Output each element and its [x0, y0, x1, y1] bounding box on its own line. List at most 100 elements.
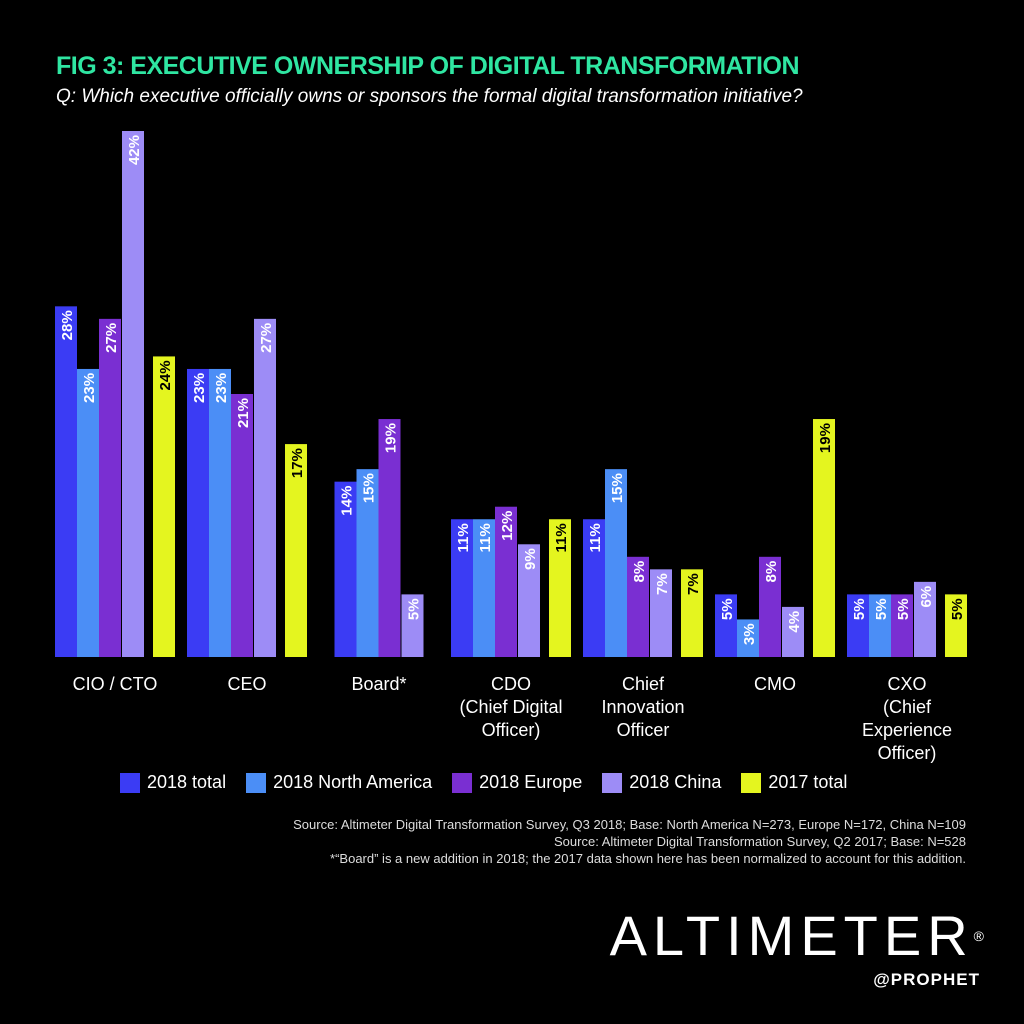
bar [715, 594, 737, 657]
data-label: 21% [235, 398, 252, 428]
data-label: 8% [631, 561, 648, 583]
legend-swatch [246, 772, 267, 793]
bar [122, 131, 144, 657]
data-label: 15% [609, 473, 626, 503]
bar [605, 469, 627, 657]
data-label: 42% [126, 135, 143, 165]
bar [891, 594, 913, 657]
source-note-2018: Source: Altimeter Digital Transformation… [293, 817, 966, 832]
legend-swatch [602, 772, 623, 793]
data-label: 5% [873, 598, 890, 620]
bar [77, 368, 99, 657]
chart-subtitle: Q: Which executive officially owns or sp… [56, 86, 803, 107]
legend-label: 2017 total [768, 772, 848, 792]
data-label: 3% [741, 623, 758, 645]
source-notes: Source: Altimeter Digital Transformation… [293, 816, 966, 867]
category-label: (Chief Digital [459, 697, 562, 717]
data-label: 14% [339, 486, 356, 516]
category-label: CDO [491, 674, 531, 694]
board-footnote: *“Board” is a new addition in 2018; the … [330, 851, 966, 866]
data-label: 23% [191, 373, 208, 403]
bar [153, 356, 175, 657]
data-label: 7% [654, 573, 671, 595]
legend-label: 2018 Europe [479, 772, 583, 792]
legend-item: 2018 total [120, 772, 226, 793]
altimeter-logo: ALTIMETER® @PROPHET [610, 908, 984, 990]
bar [187, 368, 209, 657]
data-label: 9% [522, 548, 539, 570]
category-label: Officer) [878, 743, 937, 763]
source-note-2017: Source: Altimeter Digital Transformation… [554, 834, 966, 849]
bar [650, 569, 672, 657]
data-label: 5% [406, 598, 423, 620]
bar [518, 544, 540, 657]
data-label: 4% [786, 611, 803, 633]
legend-label: 2018 China [629, 772, 722, 792]
bar [99, 318, 121, 657]
bar [759, 556, 781, 657]
data-label: 19% [383, 423, 400, 453]
legend-label: 2018 North America [273, 772, 433, 792]
data-label: 27% [103, 323, 120, 353]
data-label: 11% [455, 523, 472, 552]
data-label: 23% [81, 373, 98, 403]
bar [782, 606, 804, 657]
data-label: 8% [763, 561, 780, 583]
bar [209, 368, 231, 657]
category-label: CMO [754, 674, 796, 694]
bar [334, 481, 357, 657]
data-label: 5% [719, 598, 736, 620]
bar [681, 569, 703, 657]
category-label: CEO [227, 674, 266, 694]
category-label: Innovation [601, 697, 684, 717]
data-label: 15% [361, 473, 378, 503]
data-label: 5% [851, 598, 868, 620]
data-label: 11% [477, 523, 494, 552]
category-label: Officer [617, 720, 670, 740]
data-label: 28% [59, 310, 76, 340]
data-label: 7% [685, 573, 702, 595]
legend-label: 2018 total [147, 772, 227, 792]
data-label: 11% [553, 523, 570, 552]
bar [813, 419, 835, 657]
bar [285, 444, 307, 657]
bar [401, 594, 424, 657]
category-label: Officer) [482, 720, 541, 740]
bar [55, 306, 77, 657]
legend-item: 2018 Europe [452, 772, 582, 793]
data-label: 17% [289, 448, 306, 478]
legend-swatch [741, 772, 762, 793]
data-label: 6% [918, 586, 935, 608]
data-label: 5% [949, 598, 966, 620]
data-label: 11% [587, 523, 604, 552]
bar-chart: 28% 23% 27% 42% 24% CIO / CTO 23% 23% 21% 27% 17% C… [55, 131, 967, 763]
registered-mark: ® [973, 928, 984, 944]
data-label: 27% [258, 323, 275, 353]
category-label: (Chief [883, 697, 932, 717]
category-label: Board* [351, 674, 406, 694]
bar [254, 318, 276, 657]
bar [231, 394, 253, 657]
category-label: CXO [887, 674, 926, 694]
legend: 2018 total 2018 North America 2018 Europe 2… [120, 772, 847, 793]
legend-item: 2017 total [741, 772, 847, 793]
bar [847, 594, 869, 657]
data-label: 12% [499, 511, 516, 541]
bar [356, 469, 379, 657]
chart-title: FIG 3: EXECUTIVE OWNERSHIP OF DIGITAL TR… [56, 52, 800, 80]
bar [945, 594, 967, 657]
legend-item: 2018 China [602, 772, 721, 793]
logo-subtitle: @PROPHET [873, 970, 980, 989]
data-label: 19% [817, 423, 834, 453]
category-label: Experience [862, 720, 952, 740]
bar [495, 506, 517, 657]
bar [549, 519, 571, 657]
bar [914, 581, 936, 657]
bar [869, 594, 891, 657]
bar [737, 619, 759, 657]
bar [473, 519, 495, 657]
data-label: 24% [157, 360, 174, 390]
data-label: 5% [895, 598, 912, 620]
data-label: 23% [213, 373, 230, 403]
legend-swatch [452, 772, 473, 793]
